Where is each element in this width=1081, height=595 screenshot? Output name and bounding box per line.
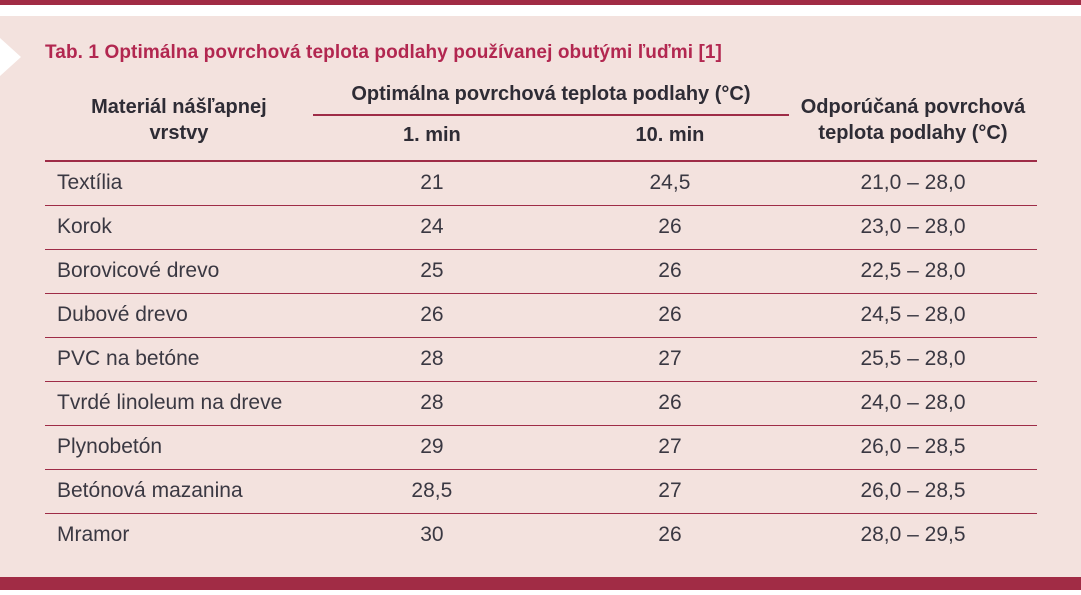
table-row: Textília 21 24,5 21,0 – 28,0 — [45, 161, 1037, 206]
recommended-cell: 21,0 – 28,0 — [788, 161, 1037, 206]
material-cell: Tvrdé linoleum na dreve — [45, 381, 313, 426]
min10-cell: 26 — [550, 381, 789, 426]
table-row: Mramor 30 26 28,0 – 29,5 — [45, 514, 1037, 558]
recommended-column-header-text: Odporúčaná povrchová teplota podlahy (°C… — [800, 95, 1026, 144]
table-body: Textília 21 24,5 21,0 – 28,0 Korok 24 26 23,0 –… — [45, 161, 1037, 557]
min1-cell: 26 — [312, 293, 551, 338]
recommended-cell: 24,0 – 28,0 — [788, 381, 1037, 426]
min1-cell: 28 — [312, 337, 551, 382]
min1-cell: 29 — [312, 425, 551, 470]
min10-cell: 26 — [550, 249, 789, 294]
min1-cell: 28,5 — [312, 469, 551, 514]
floor-temperature-table: Materiál nášľapnej vrstvy Optimálna povr… — [45, 81, 1037, 557]
recommended-cell: 26,0 – 28,5 — [788, 469, 1037, 514]
min1-column-header: 1. min — [312, 115, 551, 162]
recommended-column-header: Odporúčaná povrchová teplota podlahy (°C… — [788, 81, 1037, 162]
min1-cell: 24 — [312, 205, 551, 250]
table-row: Betónová mazanina 28,5 27 26,0 – 28,5 — [45, 469, 1037, 514]
min10-cell: 24,5 — [550, 161, 789, 206]
min1-cell: 21 — [312, 161, 551, 206]
table-row: Dubové drevo 26 26 24,5 – 28,0 — [45, 293, 1037, 338]
min10-cell: 26 — [550, 293, 789, 338]
min10-cell: 26 — [550, 205, 789, 250]
chevron-right-icon — [0, 38, 21, 76]
min10-cell: 27 — [550, 425, 789, 470]
recommended-cell: 26,0 – 28,5 — [788, 425, 1037, 470]
table-caption: Tab. 1 Optimálna povrchová teplota podla… — [45, 42, 722, 63]
material-column-header-text: Materiál nášľapnej vrstvy — [91, 95, 267, 144]
min1-cell: 30 — [420, 523, 444, 546]
table-panel: Tab. 1 Optimálna povrchová teplota podla… — [0, 16, 1081, 577]
material-cell: Dubové drevo — [45, 293, 313, 338]
optimal-temperature-group-header: Optimálna povrchová teplota podlahy (°C) — [312, 81, 789, 116]
recommended-cell: 25,5 – 28,0 — [788, 337, 1037, 382]
material-cell: Korok — [45, 205, 313, 250]
table-row: Tvrdé linoleum na dreve 28 26 24,0 – 28,0 — [45, 381, 1037, 426]
material-cell: Borovicové drevo — [45, 249, 313, 294]
table-row: Plynobetón 29 27 26,0 – 28,5 — [45, 425, 1037, 470]
table-row: Korok 24 26 23,0 – 28,0 — [45, 205, 1037, 250]
material-cell: Plynobetón — [45, 425, 313, 470]
material-cell: Betónová mazanina — [45, 469, 313, 514]
min10-cell: 27 — [550, 469, 789, 514]
min1-cell: 25 — [312, 249, 551, 294]
min1-cell: 28 — [312, 381, 551, 426]
material-column-header: Materiál nášľapnej vrstvy — [45, 81, 313, 162]
header-row-sub: 1. min 10. min — [45, 115, 1037, 162]
min10-column-header: 10. min — [550, 115, 789, 162]
recommended-cell: 24,5 – 28,0 — [788, 293, 1037, 338]
top-accent-bar — [0, 0, 1081, 5]
header-row-group: Materiál nášľapnej vrstvy Optimálna povr… — [45, 81, 1037, 162]
recommended-cell: 22,5 – 28,0 — [788, 249, 1037, 294]
material-cell: Mramor — [57, 523, 130, 546]
material-cell: Textília — [45, 161, 313, 206]
material-cell: PVC na betóne — [45, 337, 313, 382]
table-row: Borovicové drevo 25 26 22,5 – 28,0 — [45, 249, 1037, 294]
recommended-cell: 28,0 – 29,5 — [860, 523, 966, 546]
table-header: Materiál nášľapnej vrstvy Optimálna povr… — [45, 81, 1037, 162]
min10-cell: 26 — [658, 523, 682, 546]
table-row: PVC na betóne 28 27 25,5 – 28,0 — [45, 337, 1037, 382]
recommended-cell: 23,0 – 28,0 — [788, 205, 1037, 250]
min10-cell: 27 — [550, 337, 789, 382]
bottom-accent-bar — [0, 577, 1081, 590]
